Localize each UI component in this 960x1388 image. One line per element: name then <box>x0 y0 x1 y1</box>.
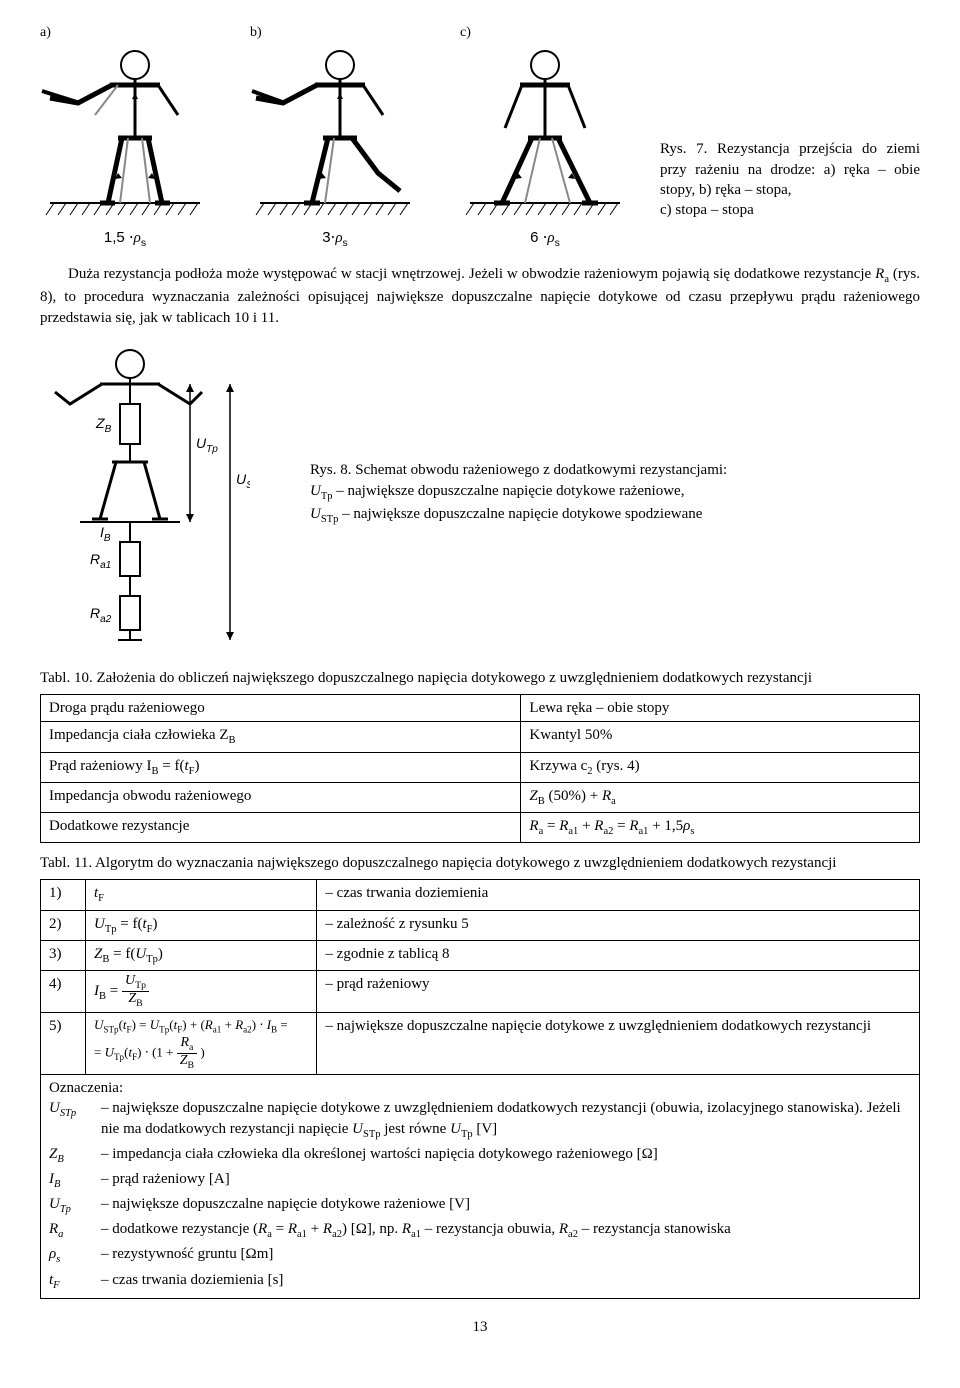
ozn-row: ρs– rezystywność gruntu [Ωm] <box>49 1244 911 1267</box>
fig8-svg: ZB UTp USTp IB Ra1 Ra2 <box>40 344 250 644</box>
page-number: 13 <box>40 1317 920 1337</box>
table-row: Impedancja obwodu rażeniowego ZB (50%) +… <box>41 782 920 812</box>
table-row: 5) USTp(tF) = UTp(tF) + (Ra1 + Ra2) ⋅ IB… <box>41 1013 920 1075</box>
table-row: Prąd rażeniowy IB = f(tF) Krzywa c2 (rys… <box>41 752 920 782</box>
ozn-row: tF– czas trwania doziemienia [s] <box>49 1270 911 1293</box>
fig7-figures <box>40 43 630 224</box>
fig7-c-svg <box>460 43 630 218</box>
ozn-row: Ra– dodatkowe rezystancje (Ra = Ra1 + Ra… <box>49 1219 911 1242</box>
ozn-row: UTp– największe dopuszczalne napięcie do… <box>49 1194 911 1217</box>
fig7-caption: Rys. 7. Rezystancja przejścia do ziemi p… <box>660 139 920 200</box>
rho-c: 6 ⋅ <box>530 229 547 246</box>
fig7-label-row: a) b) c) <box>40 24 920 43</box>
table-row: 2) UTp = f(tF) – zależność z rysunku 5 <box>41 910 920 940</box>
table-row: 1) tF – czas trwania doziemienia <box>41 880 920 910</box>
ozn-heading: Oznaczenia: <box>49 1078 911 1098</box>
paragraph-1: Duża rezystancja podłoża może występować… <box>40 264 920 328</box>
fig7-label-b: b) <box>250 24 420 43</box>
ozn-row: USTp– największe dopuszczalne napięcie d… <box>49 1098 911 1141</box>
rho-b: 3⋅ <box>322 229 335 246</box>
tab11-title: Tabl. 11. Algorytm do wyznaczania najwię… <box>40 853 920 873</box>
svg-text:Ra1: Ra1 <box>90 551 111 571</box>
svg-text:Ra2: Ra2 <box>90 605 112 625</box>
table-row: Dodatkowe rezystancje Ra = Ra1 + Ra2 = R… <box>41 813 920 843</box>
fig7-label-a: a) <box>40 24 210 43</box>
table-row: 4) IB = UTp ZB – prąd rażeniowy <box>41 970 920 1012</box>
svg-text:USTp: USTp <box>236 471 250 491</box>
fig7-a-svg <box>40 43 210 218</box>
fig8-caption: Rys. 8. Schemat obwodu rażeniowego z dod… <box>310 460 727 528</box>
svg-text:IB: IB <box>100 524 111 544</box>
fig7-label-c: c) <box>460 24 630 43</box>
tab10-title: Tabl. 10. Założenia do obliczeń najwięks… <box>40 668 920 688</box>
fig7-caption-l2: c) stopa – stopa <box>660 200 920 220</box>
svg-text:UTp: UTp <box>196 435 218 455</box>
tab10: Droga prądu rażeniowego Lewa ręka – obie… <box>40 694 920 843</box>
tab11: 1) tF – czas trwania doziemienia 2) UTp … <box>40 879 920 1298</box>
svg-text:ZB: ZB <box>95 415 112 435</box>
fig7-b-svg <box>250 43 420 218</box>
fig7-rho-row: 1,5 ⋅ρs 3⋅ρs 6 ⋅ρs <box>40 228 630 250</box>
rho-a: 1,5 ⋅ <box>104 229 134 246</box>
ozn-row: IB– prąd rażeniowy [A] <box>49 1169 911 1192</box>
table-row: Droga prądu rażeniowego Lewa ręka – obie… <box>41 695 920 722</box>
table-row: 3) ZB = f(UTp) – zgodnie z tablicą 8 <box>41 940 920 970</box>
table-row: Oznaczenia: USTp– największe dopuszczaln… <box>41 1075 920 1299</box>
table-row: Impedancja ciała człowieka ZB Kwantyl 50… <box>41 722 920 752</box>
ozn-row: ZB– impedancja ciała człowieka dla okreś… <box>49 1144 911 1167</box>
